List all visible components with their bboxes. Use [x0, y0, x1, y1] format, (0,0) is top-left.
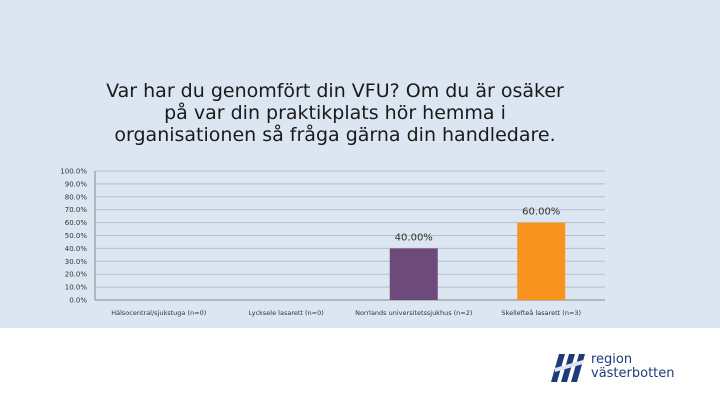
logo-line-region: region [591, 352, 633, 367]
region-vasterbotten-logo: region västerbotten [551, 352, 711, 388]
x-tick-label: Hälsocentral/sjukstuga (n=0) [111, 309, 206, 317]
y-tick-label: 10.0% [65, 284, 88, 292]
chart-background-panel [0, 0, 720, 328]
y-tick-label: 100.0% [60, 168, 87, 176]
x-tick-label: Skellefteå lasarett (n=3) [501, 308, 581, 317]
y-tick-label: 20.0% [65, 271, 88, 279]
y-tick-label: 60.0% [65, 219, 88, 227]
region-logo-icon [551, 354, 585, 382]
logo-line-vasterbotten: västerbotten [591, 366, 675, 381]
chart-title: Var har du genomfört din VFU? Om du är o… [106, 80, 564, 146]
y-tick-label: 0.0% [69, 297, 87, 305]
bar-value-label: 60.00% [522, 207, 560, 218]
y-tick-label: 90.0% [65, 180, 88, 188]
x-tick-label: Norrlands universitetssjukhus (n=2) [355, 309, 472, 317]
region-logo-text: region västerbotten [591, 353, 675, 381]
bar [517, 222, 566, 300]
y-tick-label: 80.0% [65, 193, 88, 201]
bar-chart: 0.0% 10.0% 20.0% 30.0% 40.0% 50.0% 60.0% 70.0% 8… [60, 168, 605, 317]
x-tick-label: Lycksele lasarett (n=0) [249, 309, 324, 317]
y-tick-label: 70.0% [65, 206, 88, 214]
y-tick-label: 50.0% [65, 232, 88, 240]
bar [389, 248, 438, 300]
y-tick-label: 30.0% [65, 258, 88, 266]
bar-value-label: 40.00% [395, 232, 433, 243]
y-tick-label: 40.0% [65, 245, 88, 253]
